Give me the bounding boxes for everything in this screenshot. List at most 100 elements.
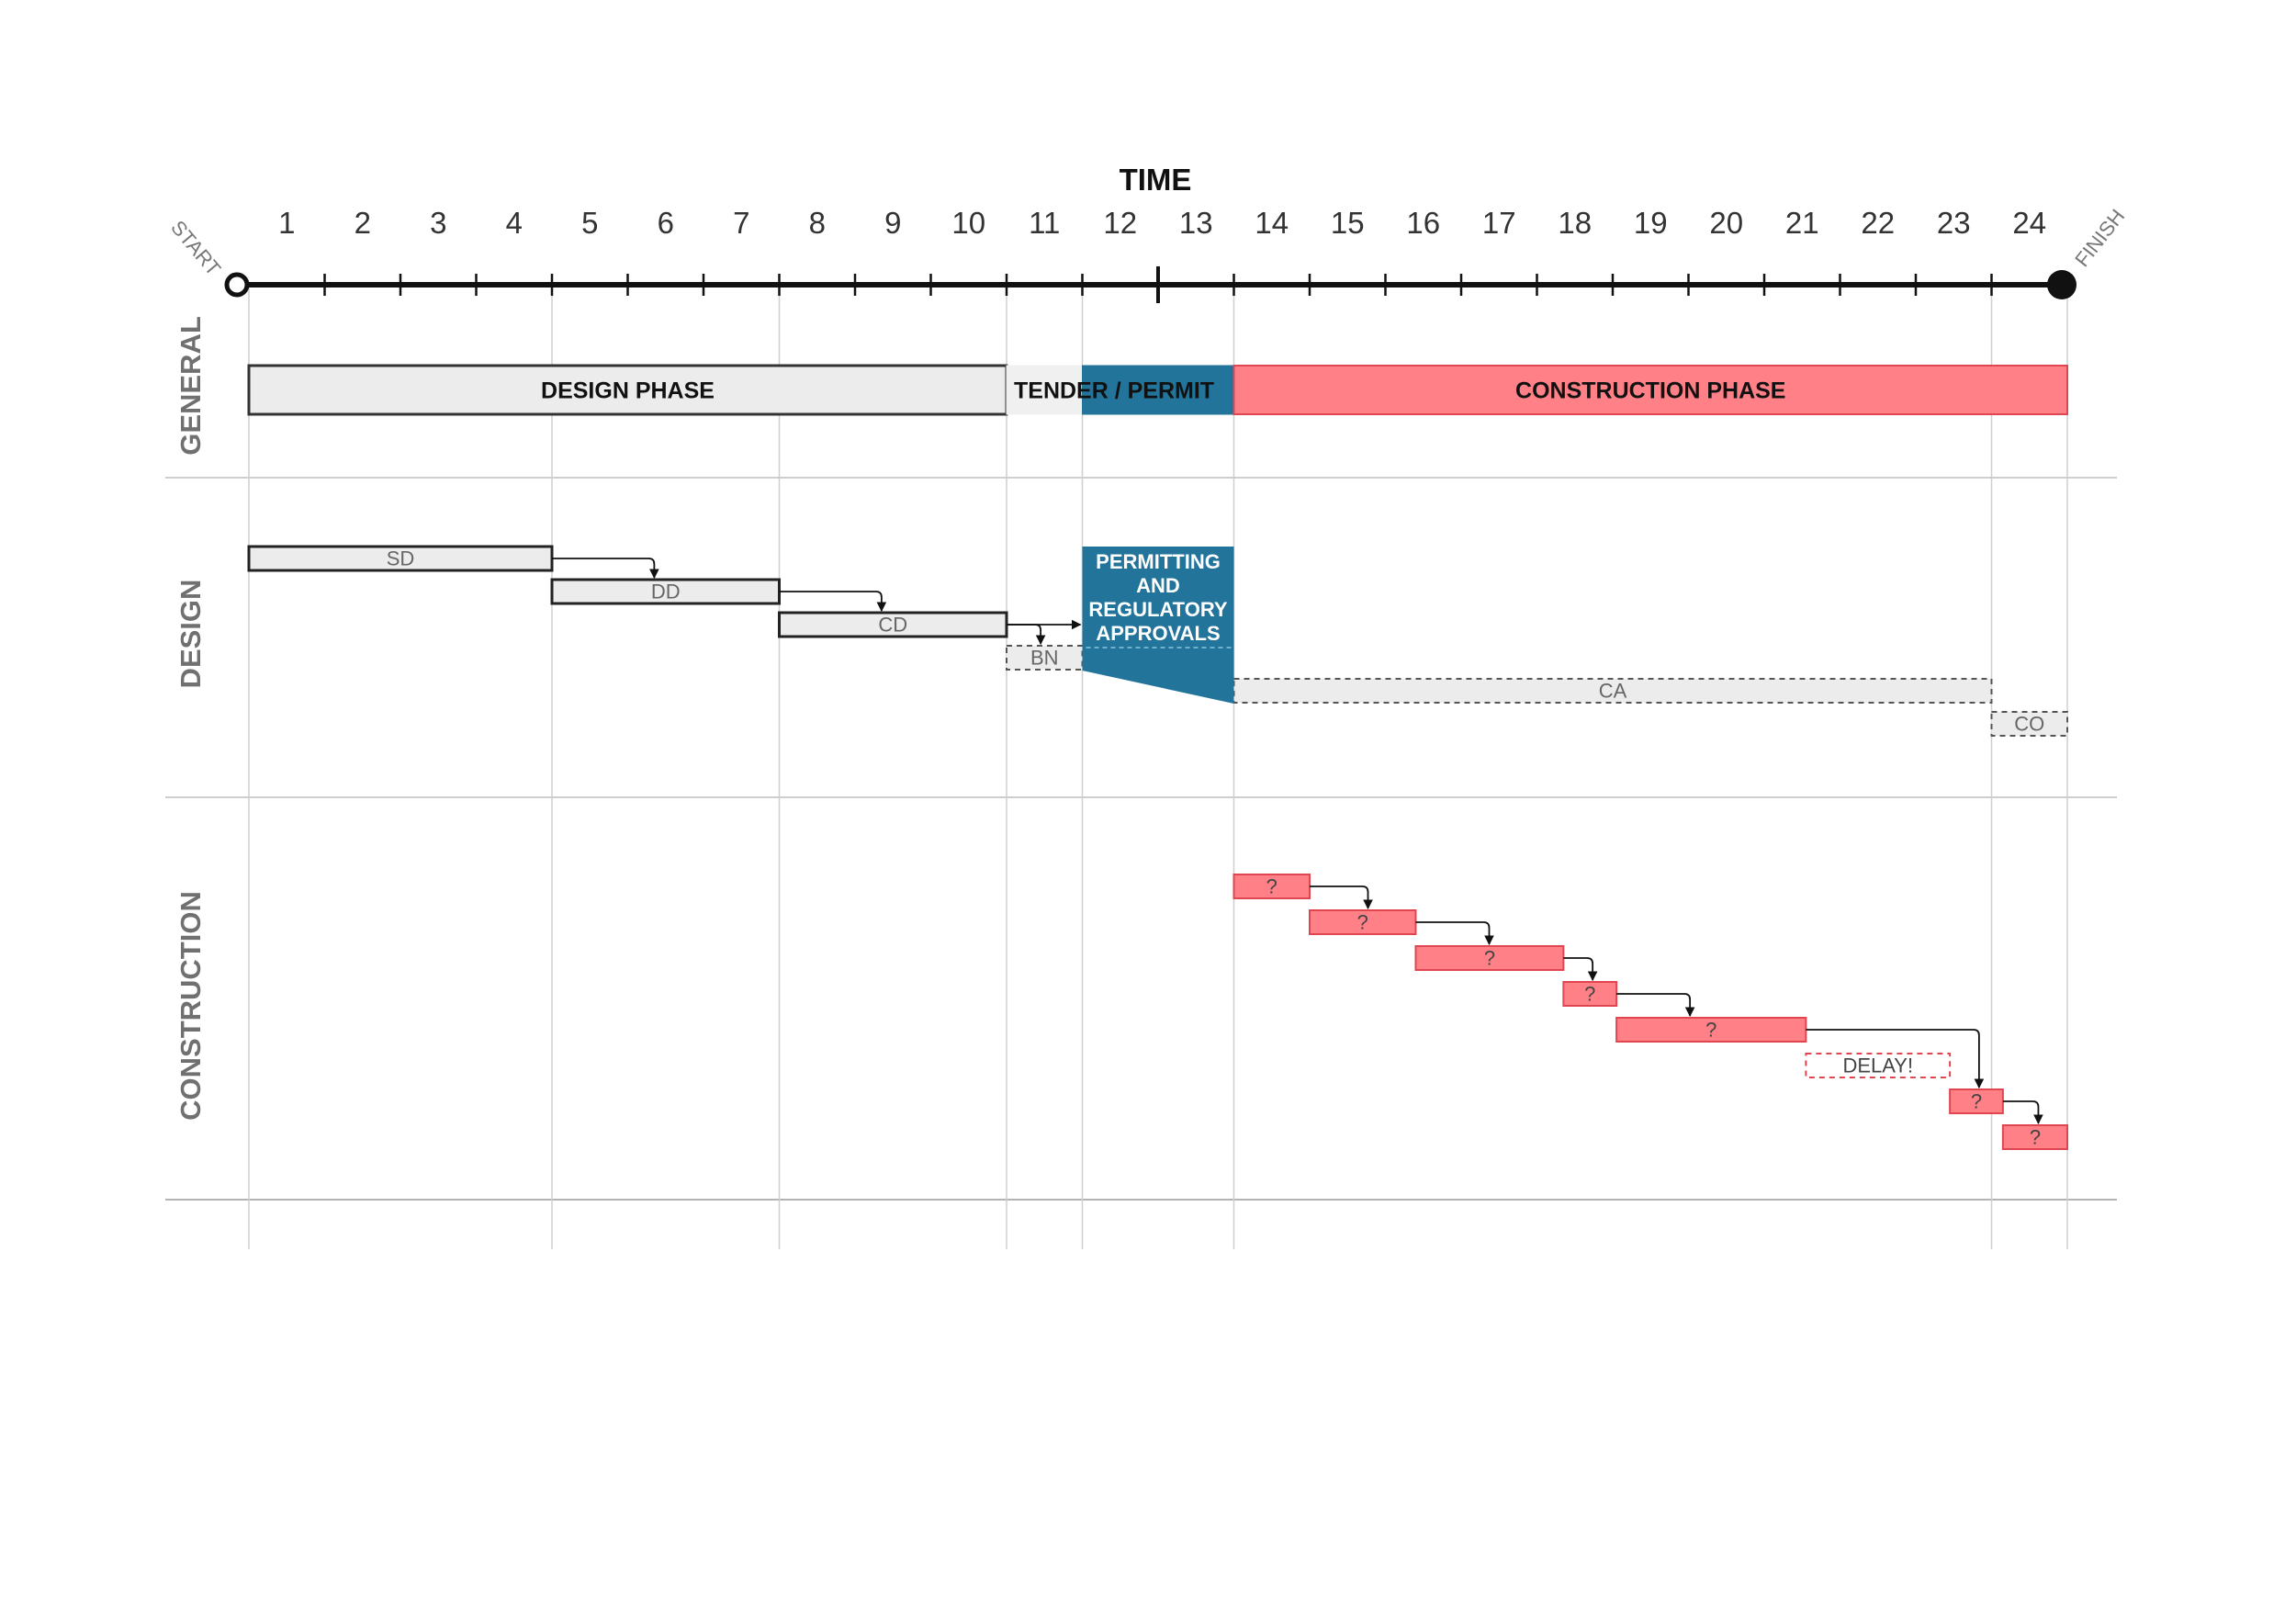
row-label-design: DESIGN (174, 580, 207, 689)
bar-design-phase: DESIGN PHASE (247, 364, 1008, 416)
c4-bar-shape (1562, 981, 1618, 1007)
bar-sd: SD (247, 545, 554, 572)
month-label: 17 (1482, 206, 1516, 240)
month-label: 19 (1634, 206, 1668, 240)
month-label: 7 (733, 206, 749, 240)
c6-bar-shape (1949, 1088, 2004, 1114)
month-label: 20 (1709, 206, 1743, 240)
tender-label: TENDER / PERMIT (1014, 378, 1214, 403)
month-label: 5 (581, 206, 598, 240)
dependency-arrow (552, 558, 659, 580)
bar-c5: ? (1615, 1017, 1807, 1043)
design-phase-label: DESIGN PHASE (541, 378, 715, 403)
month-label: 12 (1103, 206, 1137, 240)
c6-label: ? (1971, 1090, 1982, 1113)
month-label: 22 (1861, 206, 1895, 240)
design-phase-bar-shape (247, 364, 1008, 416)
dependency-arrow (1616, 993, 1695, 1018)
bn-bar-shape (1006, 645, 1084, 671)
permitting-text-line: PERMITTING (1096, 550, 1221, 573)
c3-label: ? (1484, 947, 1495, 970)
c2-label: ? (1357, 911, 1368, 934)
c5-bar-shape (1615, 1017, 1807, 1043)
permitting-text-line: REGULATORY (1088, 598, 1227, 621)
dependency-arrow (1007, 624, 1046, 646)
delay-label: DELAY! (1842, 1054, 1913, 1077)
bar-cd: CD (778, 611, 1008, 638)
c2-bar-shape (1309, 909, 1417, 935)
month-label: 2 (355, 206, 371, 240)
time-title: TIME (1120, 163, 1192, 197)
sd-bar-shape (247, 545, 554, 572)
month-label: 18 (1558, 206, 1592, 240)
bar-c3: ? (1414, 945, 1565, 971)
finish-marker (2047, 270, 2077, 299)
row-label-construction: CONSTRUCTION (174, 891, 207, 1121)
co-bar-shape (1990, 711, 2068, 737)
permitting-shape (1082, 547, 1234, 704)
dependency-arrow (1806, 1029, 1985, 1089)
ca-bar-shape (1232, 678, 1993, 704)
construction-phase-bar-shape (1232, 365, 2068, 415)
month-label: 4 (506, 206, 523, 240)
cd-label: CD (878, 614, 907, 637)
bar-construction-phase: CONSTRUCTION PHASE (1232, 365, 2068, 415)
bar-co: CO (1990, 711, 2068, 737)
bar-tender (1006, 365, 1083, 415)
c4-label: ? (1584, 983, 1595, 1006)
month-label: 11 (1029, 206, 1060, 240)
delay-bar-shape (1805, 1053, 1952, 1078)
dependency-arrow (1563, 957, 1598, 982)
c7-bar-shape (2001, 1124, 2068, 1150)
bn-label: BN (1030, 647, 1059, 670)
time-axis: 1 2 3 4 5 6 7 8 9 10 11 12 13 14 15 16 17 18 19 20 21 22 23 24 (224, 206, 2077, 303)
dd-label: DD (651, 581, 681, 603)
c1-label: ? (1266, 875, 1277, 898)
design-row: SD DD CD BN CA CO PERMITTINGANDREGULATORYAPPRO… (247, 545, 2068, 737)
month-label: 21 (1785, 206, 1819, 240)
co-label: CO (2014, 713, 2044, 736)
c1-bar-shape (1232, 874, 1311, 899)
c5-label: ? (1705, 1019, 1716, 1042)
bar-c4: ? (1562, 981, 1618, 1007)
dependency-arrow (1415, 921, 1494, 946)
permit-bar-shape (1082, 365, 1234, 415)
c7-label: ? (2030, 1126, 2041, 1149)
month-label: 6 (658, 206, 674, 240)
tender-bar-shape (1006, 365, 1083, 415)
dependency-arrow (2002, 1100, 2043, 1125)
bar-c6: ? (1949, 1088, 2004, 1114)
general-row: DESIGN PHASE CONSTRUCTION PHASE TENDER / P… (247, 364, 2068, 416)
dependency-arrow (1310, 885, 1373, 910)
bar-permit (1082, 365, 1234, 415)
month-label: 24 (2012, 206, 2046, 240)
month-label: 3 (430, 206, 446, 240)
sd-label: SD (387, 547, 415, 570)
start-marker (224, 272, 250, 298)
bar-c1: ? (1232, 874, 1311, 899)
bar-bn: BN (1006, 645, 1084, 671)
bar-ca: CA (1232, 678, 1993, 704)
permitting-text-line: APPROVALS (1096, 622, 1220, 645)
month-label: 1 (278, 206, 295, 240)
cd-bar-shape (778, 611, 1008, 638)
finish-label: FINISH (2070, 205, 2129, 271)
bar-dd: DD (550, 578, 781, 605)
construction-row: ????? DELAY!?? (1232, 874, 2068, 1150)
grid-lines (165, 285, 2117, 1249)
month-label: 9 (884, 206, 901, 240)
month-label: 8 (809, 206, 826, 240)
bar-c7: ? (2001, 1124, 2068, 1150)
ca-label: CA (1599, 680, 1627, 703)
dependency-arrow (779, 591, 887, 613)
row-label-general: GENERAL (174, 316, 207, 456)
month-label: 16 (1406, 206, 1440, 240)
month-label: 14 (1255, 206, 1289, 240)
bar-delay: DELAY! (1805, 1053, 1952, 1078)
month-label: 23 (1937, 206, 1971, 240)
construction-phase-label: CONSTRUCTION PHASE (1515, 378, 1785, 403)
bar-c2: ? (1309, 909, 1417, 935)
month-label: 13 (1179, 206, 1213, 240)
